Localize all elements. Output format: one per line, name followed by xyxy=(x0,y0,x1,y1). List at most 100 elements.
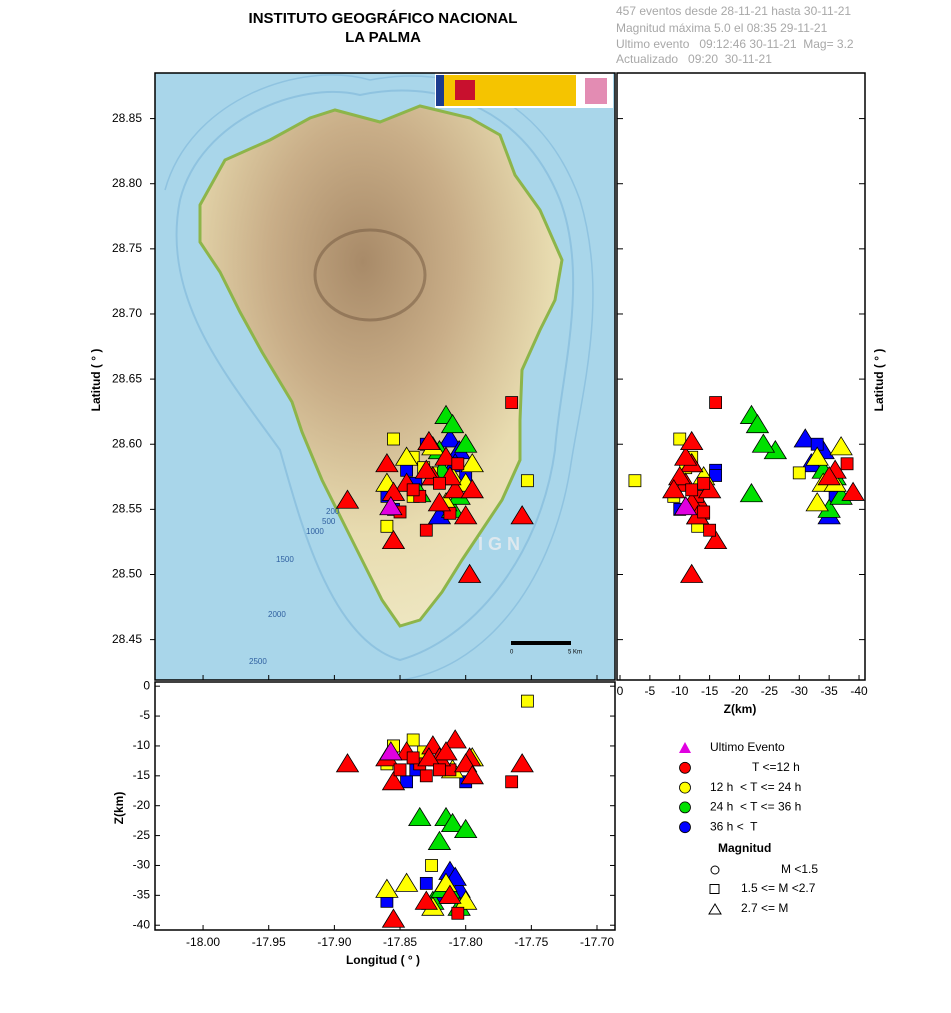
y-tick-label: -10 xyxy=(133,738,151,752)
marker-triangle xyxy=(453,505,478,525)
legend-marker xyxy=(709,884,720,894)
x-tick-label: 0 xyxy=(617,684,624,698)
marker-triangle xyxy=(751,433,776,453)
x-tick-label: -15 xyxy=(701,684,719,698)
marker-square xyxy=(400,775,414,789)
marker-triangle xyxy=(679,563,704,583)
marker-square xyxy=(451,906,465,920)
depth-contour-label: 200 xyxy=(326,507,340,516)
marker-triangle xyxy=(453,890,478,910)
bathymetry xyxy=(175,89,575,662)
depth-contour-label: 500 xyxy=(322,517,336,526)
y-tick-label: -35 xyxy=(133,888,151,902)
marker-triangle xyxy=(443,479,467,499)
marker-square xyxy=(406,733,420,747)
map-annotations: 200 500 1000 1500 2000 2500 I G N 0 5 Km xyxy=(249,507,582,666)
y-tick-label: 28.60 xyxy=(112,436,142,450)
x-tick-label: -17.85 xyxy=(383,935,417,949)
marker-square xyxy=(685,483,699,497)
marker-triangle xyxy=(817,466,841,486)
x-tick-label: -40 xyxy=(850,684,868,698)
marker-square xyxy=(451,457,465,471)
y-tick-label: -5 xyxy=(139,708,150,722)
marker-triangle xyxy=(662,479,686,499)
logo xyxy=(436,75,444,106)
x-tick-label: -17.75 xyxy=(514,935,548,949)
marker-square xyxy=(792,466,806,480)
y-tick-label: -15 xyxy=(133,768,151,782)
marker-triangle xyxy=(381,529,406,550)
marker-square xyxy=(419,769,433,783)
marker-square xyxy=(406,483,420,497)
y-tick-label: 28.75 xyxy=(112,241,142,255)
legend-label: Ultimo Evento xyxy=(710,740,785,754)
marker-triangle xyxy=(335,489,360,509)
x-tick-label: -18.00 xyxy=(186,935,220,949)
x-tick-label: -17.70 xyxy=(580,935,614,949)
marker-triangle xyxy=(453,433,478,453)
legend-label: T <=12 h xyxy=(752,760,800,774)
scale-label: 5 Km xyxy=(568,650,582,656)
marker-triangle xyxy=(335,753,360,773)
x-tick-label: -25 xyxy=(761,684,779,698)
marker-square xyxy=(419,523,433,537)
depth-lat-frame xyxy=(616,72,866,681)
marker-triangle xyxy=(394,872,419,892)
marker-triangle xyxy=(510,753,534,773)
legend-marker xyxy=(679,761,691,774)
y-tick-label: -25 xyxy=(133,828,151,842)
marker-triangle xyxy=(460,765,484,785)
marker-triangle xyxy=(457,563,482,583)
map xyxy=(155,73,615,680)
marker-triangle xyxy=(440,413,465,434)
marker-triangle xyxy=(460,479,484,499)
info: 457 eventos desde 28-11-21 hasta 30-11-2… xyxy=(616,4,851,18)
marker-square xyxy=(521,474,534,488)
marker-square xyxy=(425,859,438,872)
logo xyxy=(585,78,607,104)
marker-triangle xyxy=(414,890,439,910)
marker-square xyxy=(393,763,407,777)
y-tick-label: -40 xyxy=(133,917,151,931)
y-tick-label: -20 xyxy=(133,798,151,812)
marker-triangle xyxy=(381,908,406,928)
x-tick-label: -10 xyxy=(671,684,689,698)
x-tick-label: -17.80 xyxy=(449,935,483,949)
legend-label: 24 h < T <= 36 h xyxy=(710,800,801,814)
y-tick-label: 28.65 xyxy=(112,371,142,385)
depth-contour-label: 2000 xyxy=(268,610,286,619)
info: Actualizado 09:20 30-11-21 xyxy=(616,52,772,66)
marker-square xyxy=(673,432,687,446)
marker-triangle xyxy=(417,430,441,451)
marker-triangle xyxy=(805,492,829,512)
y-axis-label: Z(km) xyxy=(112,792,126,825)
title: INSTITUTO GEOGRÁFICO NACIONAL xyxy=(249,10,518,27)
marker-square xyxy=(505,396,519,409)
caldera xyxy=(313,228,427,322)
legend-label: M <1.5 xyxy=(781,862,818,876)
marker-triangle xyxy=(408,806,432,827)
marker-square xyxy=(406,751,420,765)
title: LA PALMA xyxy=(345,29,421,46)
marker-triangle xyxy=(829,436,853,456)
marker-square xyxy=(697,505,711,519)
x-tick-label: -35 xyxy=(820,684,838,698)
marker-square xyxy=(628,474,642,488)
marker-triangle xyxy=(427,830,452,850)
marker-square xyxy=(505,775,519,789)
legend-label: 2.7 <= M xyxy=(741,901,788,915)
x-tick-label: -17.90 xyxy=(317,935,351,949)
marker-triangle xyxy=(379,741,403,761)
marker-triangle xyxy=(703,529,728,550)
legend-marker xyxy=(679,742,691,753)
marker-triangle xyxy=(434,741,458,761)
y-tick-label: 0 xyxy=(143,678,150,692)
marker-square xyxy=(840,457,854,471)
marker-square xyxy=(521,694,534,708)
y-tick-label: 28.50 xyxy=(112,567,142,581)
scale-label: 0 xyxy=(510,650,514,656)
x-tick-label: -30 xyxy=(791,684,809,698)
marker-square xyxy=(419,876,433,890)
marker-triangle xyxy=(440,812,465,833)
